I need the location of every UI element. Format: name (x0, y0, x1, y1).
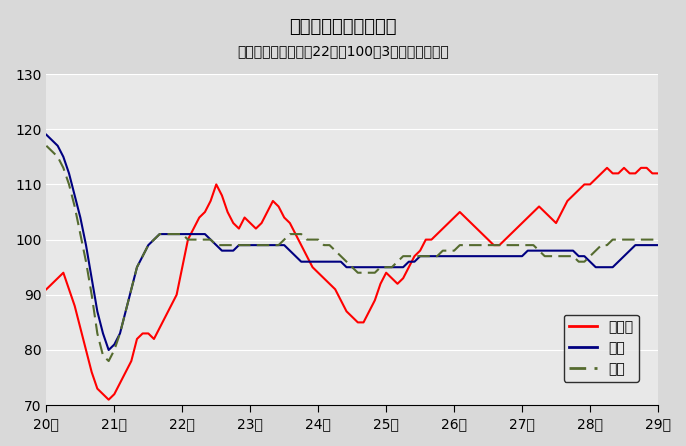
Text: 鉱工業生産指数の推移: 鉱工業生産指数の推移 (289, 18, 397, 36)
Text: （季節調整済、平成22年＝100、3ヶ月移動平均）: （季節調整済、平成22年＝100、3ヶ月移動平均） (237, 45, 449, 58)
Legend: 鳥取県, 中国, 全国: 鳥取県, 中国, 全国 (564, 315, 639, 382)
